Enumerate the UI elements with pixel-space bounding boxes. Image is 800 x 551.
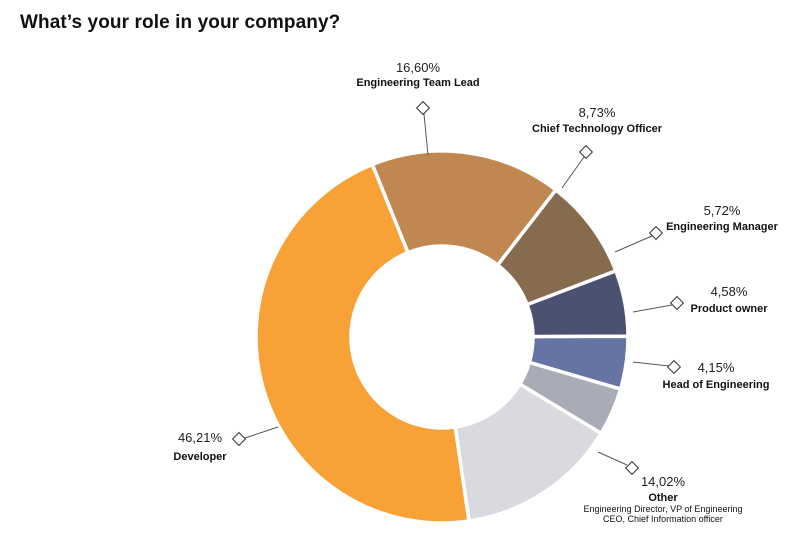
category-sublabel: CEO, Chief Information officer — [603, 514, 723, 524]
data-label-engineering-team-lead: 16,60% — [396, 60, 441, 75]
data-label-developer: 46,21% — [178, 430, 223, 445]
slice-developer — [254, 162, 471, 525]
leader-line-engineering-team-lead — [423, 113, 429, 156]
data-label-product-owner: 4,58% — [711, 284, 748, 299]
diamond-marker-icon — [415, 100, 431, 116]
leader-line-product-owner — [632, 304, 673, 313]
leader-line-engineering-manager — [614, 235, 653, 253]
data-label-other: 14,02% — [641, 474, 686, 489]
category-label-other: Other — [648, 492, 678, 504]
diamond-marker-icon — [624, 460, 640, 476]
diamond-marker-icon — [231, 431, 247, 447]
category-label-engineering-manager: Engineering Manager — [666, 221, 779, 233]
category-label-product-owner: Product owner — [690, 303, 768, 315]
data-label-chief-technology-officer: 8,73% — [579, 105, 616, 120]
slice-engineering-team-lead — [370, 149, 558, 267]
diamond-marker-icon — [578, 144, 594, 160]
leader-line-developer — [244, 426, 279, 439]
leader-line-other — [597, 451, 628, 466]
leader-line-head-of-engineering — [632, 361, 670, 367]
category-label-developer: Developer — [173, 451, 227, 463]
data-label-head-of-engineering: 4,15% — [698, 360, 735, 375]
diamond-marker-icon — [648, 225, 664, 241]
page-title: What’s your role in your company? — [20, 12, 341, 33]
data-label-engineering-manager: 5,72% — [704, 203, 741, 218]
leader-line-chief-technology-officer — [561, 156, 585, 189]
category-label-head-of-engineering: Head of Engineering — [663, 379, 770, 391]
category-label-engineering-team-lead: Engineering Team Lead — [356, 77, 479, 89]
category-label-chief-technology-officer: Chief Technology Officer — [532, 123, 663, 135]
diamond-marker-icon — [669, 295, 685, 311]
category-sublabel: Engineering Director, VP of Engineering — [584, 504, 743, 514]
diamond-marker-icon — [666, 359, 682, 375]
